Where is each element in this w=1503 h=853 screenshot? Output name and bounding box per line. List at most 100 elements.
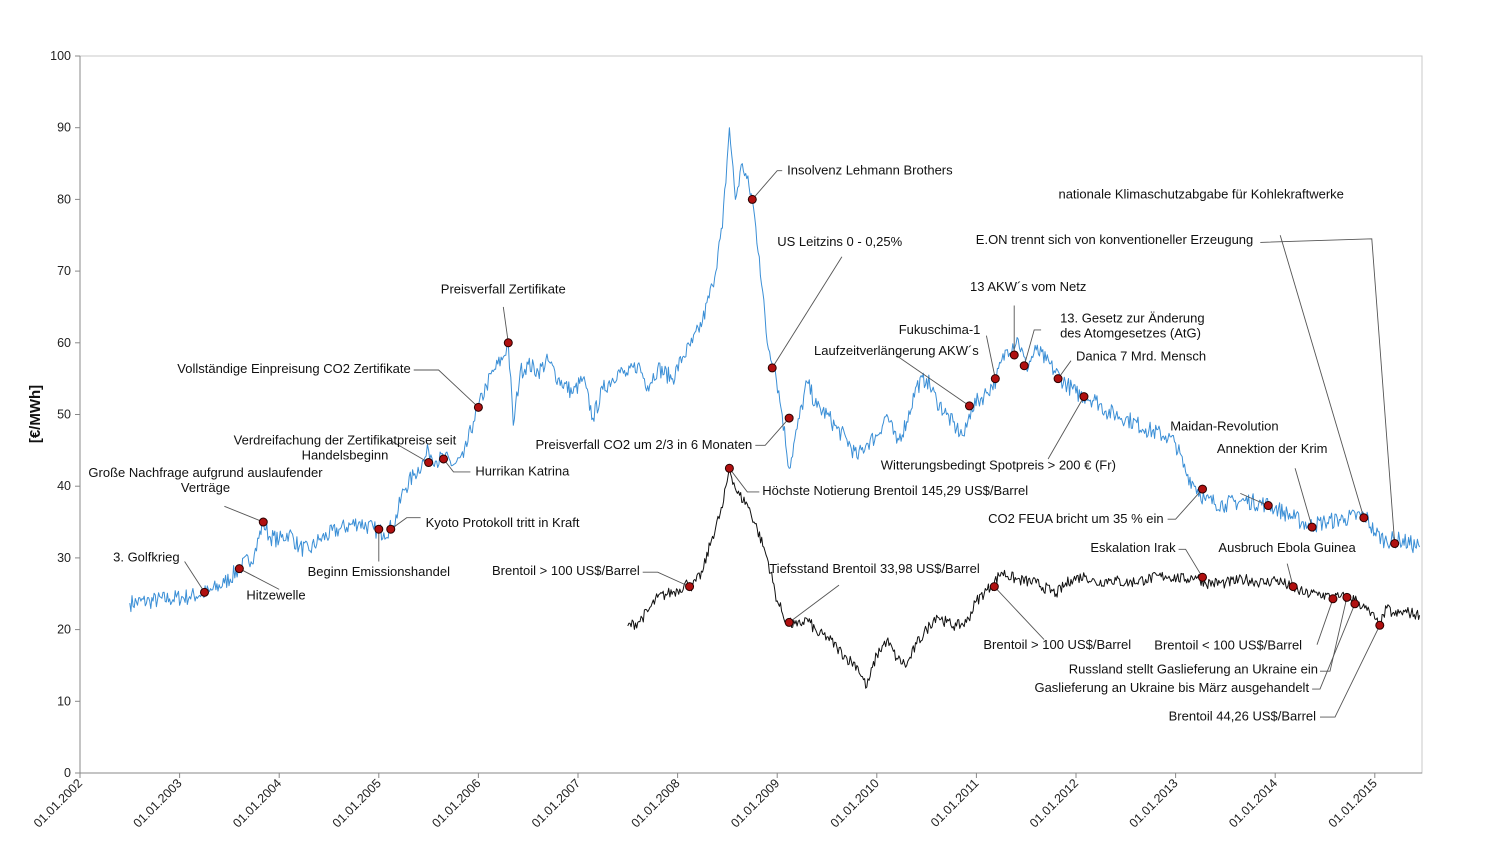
annotation-label: Kyoto Protokoll tritt in Kraft bbox=[426, 515, 580, 530]
leader-line bbox=[1023, 329, 1042, 366]
annotation-label-line: Witterungsbedingt Spotpreis > 200 € (Fr) bbox=[881, 458, 1116, 473]
leader-line bbox=[443, 458, 471, 473]
series-line-brentoil bbox=[627, 467, 1421, 689]
x-tick-label: 01.01.2008 bbox=[629, 776, 683, 830]
x-tick-label: 01.01.2004 bbox=[230, 776, 284, 830]
annotation-label-line: Eskalation Irak bbox=[1090, 540, 1176, 555]
annotation-label-line: CO2 FEUA bricht um 35 % ein bbox=[988, 511, 1164, 526]
x-tick-label: 01.01.2007 bbox=[529, 776, 583, 830]
event-marker bbox=[1079, 392, 1089, 402]
leader-line bbox=[896, 355, 970, 407]
annotation-label: Hitzewelle bbox=[246, 587, 305, 602]
annotation-label: Danica 7 Mrd. Mensch bbox=[1076, 349, 1206, 364]
leader-line bbox=[1312, 603, 1356, 690]
annotation-label-line: 3. Golfkrieg bbox=[113, 549, 179, 564]
leader-line bbox=[755, 417, 790, 446]
event-marker bbox=[784, 617, 794, 627]
annotation-label-line: Preisverfall CO2 um 2/3 in 6 Monaten bbox=[536, 437, 753, 452]
event-marker bbox=[1019, 361, 1029, 371]
x-tick-label: 01.01.2012 bbox=[1027, 776, 1081, 830]
x-tick-label: 01.01.2005 bbox=[330, 776, 384, 830]
annotation-label-line: Hurrikan Katrina bbox=[475, 463, 570, 478]
annotation-label: Preisverfall Zertifikate bbox=[441, 281, 566, 296]
annotation-label: Hurrikan Katrina bbox=[475, 463, 570, 478]
annotation-label: Laufzeitverlängerung AKW´s bbox=[814, 343, 979, 358]
y-tick-label: 90 bbox=[57, 121, 71, 135]
event-marker bbox=[685, 582, 695, 592]
x-tick-label: 01.01.2014 bbox=[1226, 776, 1280, 830]
annotation-label: Gaslieferung an Ukraine bis März ausgeha… bbox=[1034, 680, 1309, 695]
annotation-label-line: des Atomgesetzes (AtG) bbox=[1060, 326, 1201, 341]
event-marker bbox=[386, 524, 396, 534]
annotation-label-line: Brentoil > 100 US$/Barrel bbox=[983, 637, 1131, 652]
event-marker bbox=[1197, 572, 1207, 582]
x-tick-label: 01.01.2003 bbox=[131, 776, 185, 830]
annotation-label-line: Verträge bbox=[181, 480, 230, 495]
leader-line bbox=[1260, 238, 1396, 544]
annotation-label-line: Kyoto Protokoll tritt in Kraft bbox=[426, 515, 580, 530]
annotation-label-line: Fukuschima-1 bbox=[899, 322, 981, 337]
annotation-label-line: Vollständige Einpreisung CO2 Zertifikate bbox=[177, 361, 410, 376]
leader-line bbox=[993, 586, 1045, 640]
annotation-label-line: Preisverfall Zertifikate bbox=[441, 281, 566, 296]
annotation-label: Annektion der Krim bbox=[1217, 441, 1328, 456]
event-marker bbox=[747, 194, 757, 204]
series-line-strompreis bbox=[129, 127, 1421, 613]
annotation-label: Insolvenz Lehmann Brothers bbox=[787, 162, 953, 177]
leader-line bbox=[224, 505, 264, 523]
annotation-label-line: Maidan-Revolution bbox=[1170, 418, 1278, 433]
annotation-label: Fukuschima-1 bbox=[899, 322, 981, 337]
y-tick-label: 70 bbox=[57, 264, 71, 278]
x-tick-label: 01.01.2013 bbox=[1127, 776, 1181, 830]
leader-line bbox=[771, 256, 843, 369]
annotation-label: CO2 FEUA bricht um 35 % ein bbox=[988, 511, 1164, 526]
annotation-label: Verdreifachung der Zertifikatpreise seit… bbox=[234, 433, 457, 463]
y-tick-label: 10 bbox=[57, 694, 71, 708]
annotation-label: Brentoil 44,26 US$/Barrel bbox=[1169, 709, 1317, 724]
event-marker bbox=[1288, 582, 1298, 592]
leader-line bbox=[184, 561, 205, 593]
annotation-label-line: 13 AKW´s vom Netz bbox=[970, 279, 1086, 294]
event-marker bbox=[784, 413, 794, 423]
annotation-label: Brentoil < 100 US$/Barrel bbox=[1154, 638, 1302, 653]
y-tick-label: 60 bbox=[57, 336, 71, 350]
leader-line bbox=[751, 170, 783, 200]
event-marker bbox=[990, 374, 1000, 384]
event-marker bbox=[1350, 599, 1360, 609]
x-tick-label: 01.01.2006 bbox=[429, 776, 483, 830]
annotation-label-line: Russland stellt Gaslieferung an Ukraine … bbox=[1069, 661, 1318, 676]
annotation-label-line: Gaslieferung an Ukraine bis März ausgeha… bbox=[1034, 680, 1309, 695]
annotation-label-line: Verdreifachung der Zertifikatpreise seit bbox=[234, 433, 457, 448]
event-marker bbox=[1328, 594, 1338, 604]
y-tick-label: 100 bbox=[50, 49, 71, 63]
x-tick-label: 01.01.2011 bbox=[928, 776, 982, 830]
y-tick-label: 40 bbox=[57, 479, 71, 493]
event-marker bbox=[374, 524, 384, 534]
annotation-label: 3. Golfkrieg bbox=[113, 549, 179, 564]
event-marker bbox=[767, 363, 777, 373]
leader-line bbox=[413, 369, 479, 408]
annotation-label: Große Nachfrage aufgrund auslaufender Ver… bbox=[88, 465, 323, 495]
event-marker bbox=[424, 458, 434, 468]
annotation-label-line: Insolvenz Lehmann Brothers bbox=[787, 162, 953, 177]
leader-line bbox=[729, 468, 760, 493]
annotation-label: Preisverfall CO2 um 2/3 in 6 Monaten bbox=[536, 437, 753, 452]
annotation-leader-layer bbox=[184, 170, 1396, 718]
event-marker bbox=[258, 517, 268, 527]
leader-line bbox=[1167, 488, 1203, 520]
y-tick-label: 0 bbox=[64, 766, 71, 780]
annotation-label-line: Höchste Notierung Brentoil 145,29 US$/Ba… bbox=[762, 483, 1028, 498]
x-tick-label: 01.01.2010 bbox=[828, 776, 882, 830]
annotation-label-line: Große Nachfrage aufgrund auslaufender bbox=[88, 465, 323, 480]
annotation-label: Tiefsstand Brentoil 33,98 US$/Barrel bbox=[769, 561, 980, 576]
leader-line bbox=[388, 439, 429, 463]
series-layer bbox=[129, 127, 1421, 689]
annotation-label-line: Danica 7 Mrd. Mensch bbox=[1076, 349, 1206, 364]
annotation-label: Beginn Emissionshandel bbox=[308, 564, 450, 579]
leader-line bbox=[1047, 396, 1085, 460]
annotation-label: 13 AKW´s vom Netz bbox=[970, 279, 1086, 294]
event-marker bbox=[439, 454, 449, 464]
annotation-label: Ausbruch Ebola Guinea bbox=[1218, 540, 1356, 555]
leader-line bbox=[1294, 468, 1313, 528]
